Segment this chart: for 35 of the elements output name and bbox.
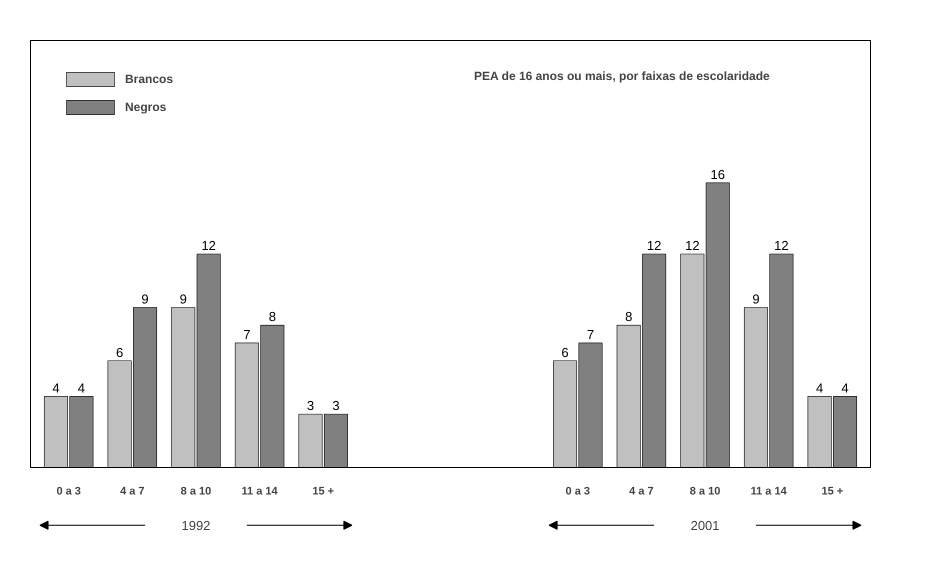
data-label: 9 <box>180 291 187 306</box>
data-label: 6 <box>561 344 569 360</box>
data-label: 12 <box>646 238 662 253</box>
text: 1992 <box>181 518 210 533</box>
data-label: 9 <box>141 291 149 306</box>
data-label: 4 <box>841 380 849 396</box>
text: 2001 <box>690 518 720 533</box>
x-tick-label: 15 + <box>821 486 844 498</box>
x-tick-label: 11 a 14 <box>242 486 279 498</box>
chart-title: PEA de 16 anos ou mais, por faixas de escolaridade <box>474 69 770 84</box>
data-label: 12 <box>685 238 700 253</box>
data-label: 9 <box>752 291 760 306</box>
x-tick-label: 8 a 10 <box>180 486 212 498</box>
data-label: 4 <box>52 380 60 396</box>
legend-label: Negros <box>125 100 166 114</box>
data-label: 12 <box>201 238 216 253</box>
x-tick-label: 11 a 14 <box>750 486 788 498</box>
legend-label: Brancos <box>125 72 174 86</box>
x-tick-label: 0 a 3 <box>566 486 590 498</box>
data-label: 4 <box>816 380 824 396</box>
data-label: 3 <box>332 398 340 414</box>
data-label: 8 <box>268 309 276 324</box>
x-tick-label: 8 a 10 <box>690 486 720 498</box>
x-tick-label: 0 a 3 <box>56 486 81 498</box>
data-label: 16 <box>710 166 726 182</box>
data-label: 12 <box>774 238 789 253</box>
data-label: 8 <box>625 309 632 324</box>
data-label: 4 <box>78 380 86 396</box>
data-label: 3 <box>306 398 314 414</box>
x-tick-label: 15 + <box>312 486 334 498</box>
data-label: 6 <box>116 344 124 360</box>
x-tick-label: 4 a 7 <box>120 486 145 498</box>
x-tick-label: 4 a 7 <box>629 486 654 498</box>
data-label: 7 <box>243 326 250 342</box>
data-label: 7 <box>586 326 594 342</box>
